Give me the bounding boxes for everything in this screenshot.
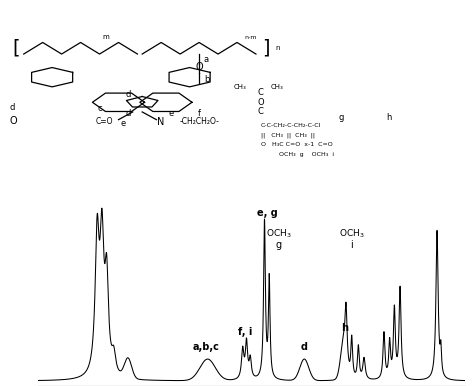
Text: f: f [198,109,201,118]
Text: OCH$_3$: OCH$_3$ [266,227,292,240]
Text: g: g [276,240,282,250]
Text: CH₃: CH₃ [234,84,246,90]
Text: O: O [9,115,17,125]
Text: -CH₂CH₂O-: -CH₂CH₂O- [180,117,220,126]
Text: C=O: C=O [96,117,113,126]
Text: d: d [9,103,15,112]
Text: d: d [125,109,131,119]
Text: n: n [275,45,279,51]
Text: O: O [195,62,203,71]
Text: e: e [120,119,126,128]
Text: [: [ [13,39,20,58]
Text: m: m [102,34,109,39]
Text: i: i [350,240,353,250]
Text: b: b [204,74,209,84]
Text: n-m: n-m [244,35,256,39]
Text: a: a [204,55,209,64]
Text: g: g [338,113,344,122]
Text: O: O [257,98,264,107]
Text: CH₃: CH₃ [270,84,283,90]
Text: N: N [157,117,165,127]
Text: e, g: e, g [257,208,278,218]
Text: C: C [258,88,264,97]
Text: h: h [386,113,392,122]
Text: O   H₃C C=O  x-1  C=O: O H₃C C=O x-1 C=O [261,142,332,147]
Text: f, i: f, i [238,327,253,337]
Text: OCH$_3$: OCH$_3$ [339,227,365,240]
Text: c: c [97,103,102,113]
Text: h: h [342,323,348,333]
Text: OCH₃  g    OCH₃  i: OCH₃ g OCH₃ i [261,152,334,157]
Text: d: d [301,342,308,352]
Text: e: e [168,109,173,118]
Text: C: C [258,107,264,117]
Text: a,b,c: a,b,c [193,342,219,352]
Text: ]: ] [262,39,269,58]
Text: ||   CH₃  ||  CH₃  ||: || CH₃ || CH₃ || [261,132,315,138]
Text: C-C-CH₂-C-CH₂-C-Cl: C-C-CH₂-C-CH₂-C-Cl [261,123,321,128]
Text: d: d [125,90,131,99]
